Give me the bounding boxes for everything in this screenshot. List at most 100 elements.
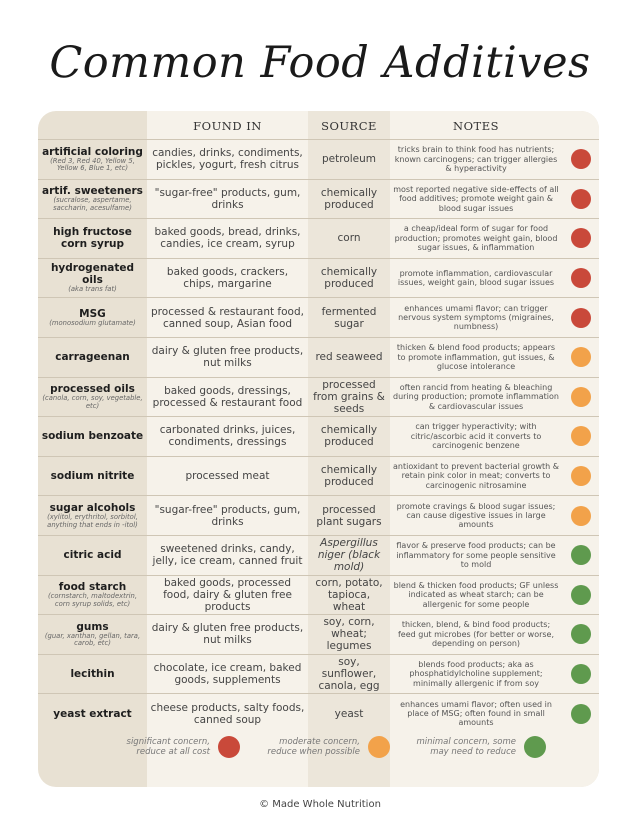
additive-name-cell: hydrogenated oils (aka trans fat) <box>38 259 147 298</box>
additive-examples: (canola, corn, soy, vegetable, etc) <box>42 394 143 410</box>
notes-cell: blend & thicken food products; GF unless… <box>393 580 559 609</box>
notes-cell: antioxidant to prevent bacterial growth … <box>393 461 559 490</box>
table-row: artificial coloring (Red 3, Red 40, Yell… <box>38 139 599 179</box>
additive-name-cell: MSG (monosodium glutamate) <box>38 298 147 337</box>
found-in-cell: baked goods, dressings, processed & rest… <box>152 384 303 409</box>
table-row: lecithin chocolate, ice cream, baked goo… <box>38 653 599 694</box>
additive-name-cell: lecithin <box>38 655 147 694</box>
additive-name: lecithin <box>70 668 115 681</box>
found-in-cell: sweetened drinks, candy, jelly, ice crea… <box>152 543 303 568</box>
table-row: sodium nitrite processed meat chemically… <box>38 455 599 496</box>
additive-name: hydrogenated oils <box>50 262 135 287</box>
found-in-cell: "sugar-free" products, gum, drinks <box>154 503 301 528</box>
additive-name-cell: artificial coloring (Red 3, Red 40, Yell… <box>38 140 147 179</box>
additive-name-cell: processed oils (canola, corn, soy, veget… <box>38 378 147 417</box>
additive-name: sugar alcohols <box>49 501 136 514</box>
header-source: SOURCE <box>321 119 377 133</box>
orange-dot-icon <box>570 386 591 407</box>
source-cell: corn, potato, tapioca, wheat <box>315 576 383 613</box>
source-column-bg <box>308 111 390 787</box>
header-found-in: FOUND IN <box>193 119 262 133</box>
additive-name-cell: yeast extract <box>38 694 147 733</box>
legend-text: moderate concern, reduce when possible <box>267 737 360 757</box>
notes-cell: a cheap/ideal form of sugar for food pro… <box>394 224 558 253</box>
additive-name: artificial coloring <box>42 145 143 158</box>
found-in-cell: baked goods, bread, drinks, candies, ice… <box>154 226 301 251</box>
found-in-column-bg <box>147 111 308 787</box>
concern-level-cell <box>562 140 599 179</box>
additive-examples: (xylitol, erythritol, sorbitol, anything… <box>47 512 138 529</box>
additive-examples: (guar, xanthan, gellan, tara, carob, etc… <box>44 631 141 648</box>
notes-cell: promote inflammation, cardiovascular iss… <box>397 268 555 288</box>
table-row: citric acid sweetened drinks, candy, jel… <box>38 534 599 575</box>
found-in-cell: processed & restaurant food, canned soup… <box>151 305 304 330</box>
found-in-cell: "sugar-free" products, gum, drinks <box>154 186 301 211</box>
concern-level-cell <box>562 259 599 298</box>
additive-examples: (sucralose, aspertame, saccharin, acesul… <box>53 196 132 212</box>
found-in-cell: baked goods, processed food, dairy & glu… <box>163 576 292 613</box>
additive-name: artif. sweeteners <box>42 185 143 198</box>
source-cell: yeast <box>334 707 364 720</box>
green-dot-icon <box>524 736 546 758</box>
green-dot-icon <box>570 664 591 685</box>
concern-level-cell <box>562 219 599 258</box>
notes-cell: tricks brain to think food has nutrients… <box>394 145 558 173</box>
source-cell: processed from grains & seeds <box>313 378 385 415</box>
source-cell: fermented sugar <box>321 305 377 330</box>
source-cell: corn <box>337 232 361 245</box>
additive-name: high fructose corn syrup <box>53 226 132 251</box>
found-in-cell: dairy & gluten free products, nut milks <box>151 622 304 647</box>
notes-cell: flavor & preserve food products; can be … <box>396 541 556 569</box>
notes-cell: enhances umami flavor; often used in pla… <box>400 699 552 728</box>
found-in-cell: cheese products, salty foods, canned sou… <box>150 701 305 726</box>
source-cell: soy, sunflower, canola, egg <box>318 656 380 693</box>
notes-cell: blends food products; aka as phosphatidy… <box>409 659 543 688</box>
concern-level-cell <box>562 378 599 417</box>
orange-dot-icon <box>570 426 591 447</box>
found-in-cell: baked goods, crackers, chips, margarine <box>166 266 289 291</box>
source-cell: soy, corn, wheat; legumes <box>323 616 375 653</box>
orange-dot-icon <box>570 505 591 526</box>
additive-name: yeast extract <box>53 707 132 720</box>
additive-name-cell: sodium benzoate <box>38 417 147 456</box>
table-row: processed oils (canola, corn, soy, veget… <box>38 376 599 417</box>
additive-name-cell: citric acid <box>38 536 147 575</box>
table-body: artificial coloring (Red 3, Red 40, Yell… <box>38 139 599 733</box>
additive-examples: (Red 3, Red 40, Yellow 5, Yellow 6, Blue… <box>50 156 135 173</box>
red-dot-icon <box>570 268 591 289</box>
found-in-cell: dairy & gluten free products, nut milks <box>151 345 304 370</box>
concern-level-cell <box>562 298 599 337</box>
legend-text: significant concern, reduce at all cost <box>126 737 210 757</box>
notes-cell: enhances umami flavor; can trigger nervo… <box>398 303 554 332</box>
source-cell: chemically produced <box>320 186 378 211</box>
legend: significant concern, reduce at all cost … <box>0 736 640 776</box>
legend-item-significant: significant concern, reduce at all cost <box>120 736 240 758</box>
concern-level-cell <box>562 457 599 496</box>
table-row: sodium benzoate carbonated drinks, juice… <box>38 416 599 456</box>
red-dot-icon <box>570 149 591 170</box>
additive-examples: (aka trans fat) <box>68 285 117 294</box>
source-cell: chemically produced <box>320 424 378 449</box>
additive-name: citric acid <box>63 549 122 562</box>
additive-name: MSG <box>79 307 106 320</box>
table-row: artif. sweeteners (sucralose, aspertame,… <box>38 178 599 219</box>
red-dot-icon <box>570 307 591 328</box>
orange-dot-icon <box>570 347 591 368</box>
red-dot-icon <box>570 228 591 249</box>
concern-level-cell <box>562 694 599 733</box>
found-in-cell: chocolate, ice cream, baked goods, suppl… <box>153 662 302 687</box>
additive-name-cell: food starch (cornstarch, maltodextrin, c… <box>38 576 147 615</box>
source-cell: chemically produced <box>320 266 378 291</box>
table-row: sugar alcohols (xylitol, erythritol, sor… <box>38 495 599 535</box>
notes-cell: can trigger hyperactivity; with citric/a… <box>410 422 542 451</box>
green-dot-icon <box>570 545 591 566</box>
additive-examples: (cornstarch, maltodextrin, corn syrup so… <box>47 592 137 608</box>
page-title: Common Food Additives <box>49 38 591 88</box>
concern-level-cell <box>562 180 599 219</box>
additive-name: carrageenan <box>55 351 130 364</box>
green-dot-icon <box>570 703 591 724</box>
additive-name-cell: sodium nitrite <box>38 457 147 496</box>
source-cell: petroleum <box>321 153 376 166</box>
red-dot-icon <box>218 736 240 758</box>
concern-level-cell <box>562 615 599 654</box>
